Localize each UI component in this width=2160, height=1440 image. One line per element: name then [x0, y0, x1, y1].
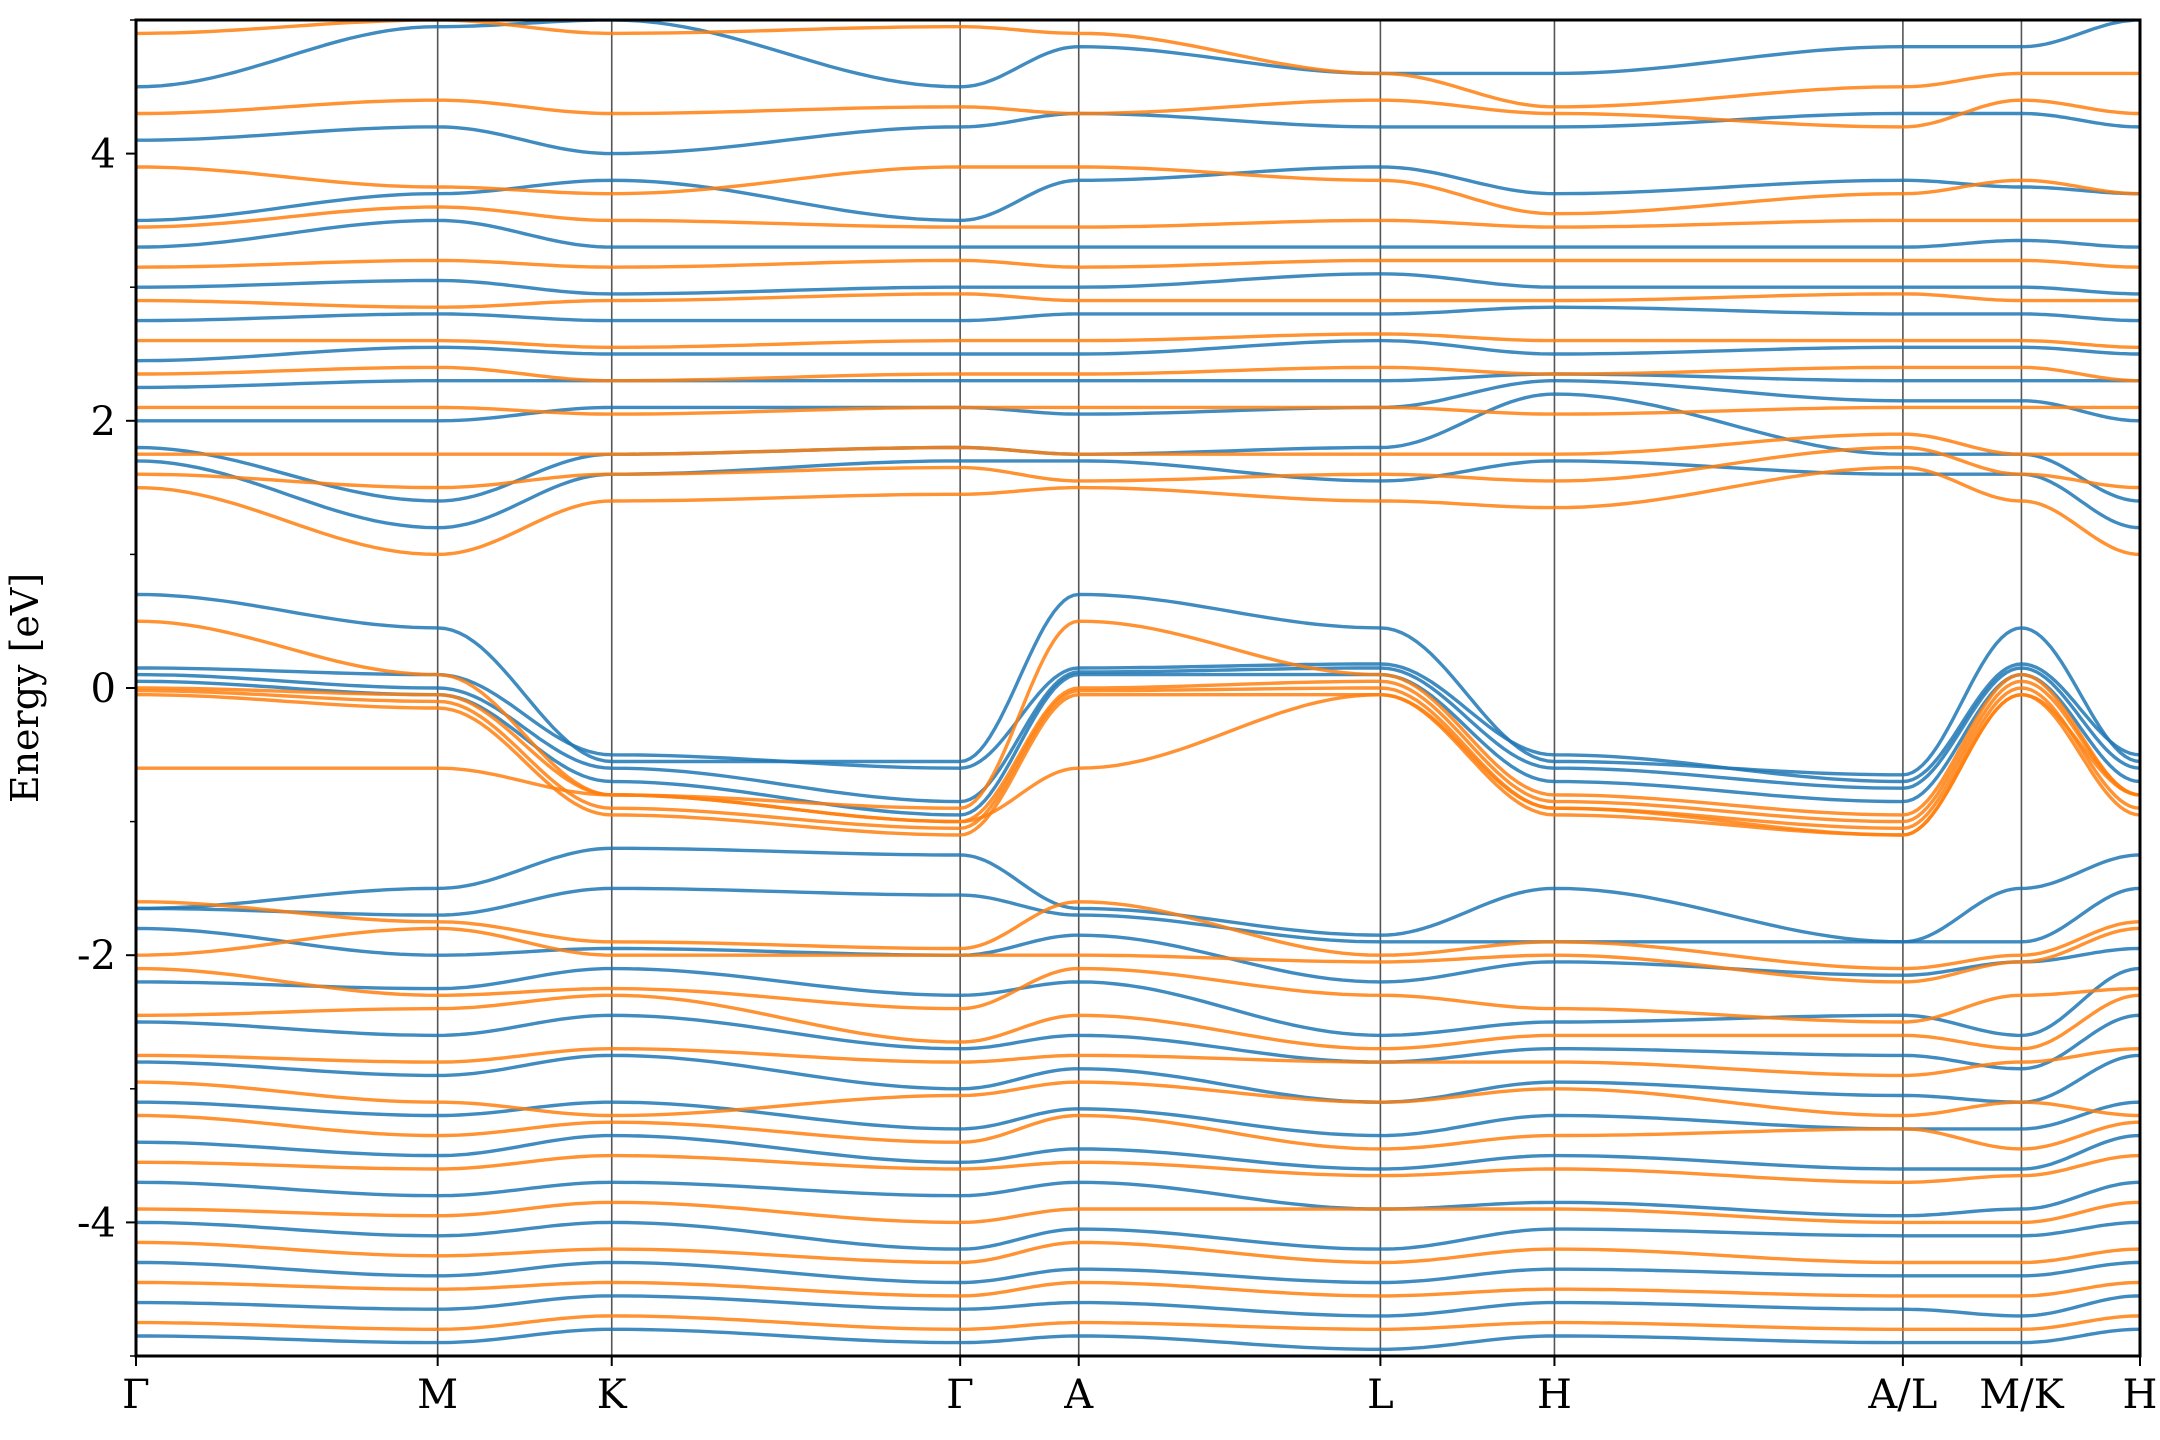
band-a-line-12	[136, 1180, 2140, 1218]
band-a-line-17	[136, 459, 2140, 530]
band-b-line-25	[136, 205, 2140, 229]
band-b-line-0	[136, 619, 2140, 817]
band-a-line-3	[136, 672, 2140, 817]
band-a-line-2	[136, 666, 2140, 804]
band-a-line-23	[136, 272, 2140, 296]
band-a-line-19	[136, 379, 2140, 423]
x-tick-label: K	[597, 1372, 628, 1418]
band-a-line-16	[136, 1327, 2140, 1351]
band-b-line-15	[136, 1280, 2140, 1298]
band-b-line-28	[136, 20, 2140, 109]
band-b-line-23	[136, 292, 2140, 309]
band-a-line-9	[136, 1053, 2140, 1104]
band-a-line-13	[136, 1220, 2140, 1251]
band-a-line-8	[136, 1013, 2140, 1071]
band-a-line-7	[136, 966, 2140, 1038]
x-axis: Γ M K Γ A L H A/L M/K H	[122, 1356, 2157, 1418]
band-b-line-5	[136, 900, 2140, 971]
band-b-line-24	[136, 258, 2140, 269]
y-tick-label: 2	[91, 399, 116, 445]
band-a-line-20	[136, 372, 2140, 390]
y-tick-label: -2	[77, 933, 116, 979]
band-a-line-15	[136, 1294, 2140, 1318]
x-tick-label: Γ	[122, 1372, 150, 1418]
band-a-line-24	[136, 218, 2140, 249]
band-a-line-11	[136, 1133, 2140, 1171]
y-axis: -4 -2 0 2 4	[77, 19, 136, 1357]
band-b-line-20	[136, 405, 2140, 416]
x-tick-label: A/L	[1867, 1372, 1937, 1418]
x-tick-label: H	[2123, 1372, 2158, 1418]
x-tick-label: L	[1367, 1372, 1394, 1418]
band-b-line-27	[136, 98, 2140, 129]
x-tick-label: M/K	[1979, 1372, 2064, 1418]
band-b-line-14	[136, 1240, 2140, 1265]
band-a-line-21	[136, 338, 2140, 363]
band-b-line-16	[136, 1314, 2140, 1331]
band-b-line-7	[136, 966, 2140, 1024]
band-b-line-11	[136, 1113, 2140, 1151]
band-a-line-0	[136, 592, 2140, 777]
y-axis-label: Energy [eV]	[3, 573, 47, 803]
x-tick-label: A	[1063, 1372, 1094, 1418]
band-a-line-22	[136, 305, 2140, 323]
y-tick-label: 4	[91, 132, 116, 178]
band-b-line-10	[136, 1080, 2140, 1118]
x-tick-label: Γ	[946, 1372, 974, 1418]
x-tick-label: H	[1537, 1372, 1572, 1418]
y-tick-label: -4	[77, 1200, 116, 1246]
band-lines	[136, 20, 2140, 1351]
band-b-line-13	[136, 1200, 2140, 1225]
band-a-line-1	[136, 662, 2140, 784]
band-b-line-21	[136, 365, 2140, 383]
band-b-line-6	[136, 926, 2140, 984]
y-tick-label: 0	[91, 666, 116, 712]
x-tick-label: M	[417, 1372, 458, 1418]
band-a-line-14	[136, 1260, 2140, 1285]
band-b-line-2	[136, 686, 2140, 830]
band-b-line-9	[136, 1047, 2140, 1078]
band-b-line-17	[136, 465, 2140, 557]
band-b-line-22	[136, 332, 2140, 349]
band-b-line-12	[136, 1153, 2140, 1184]
band-b-line-1	[136, 679, 2140, 824]
band-a-line-27	[136, 20, 2140, 89]
band-b-line-4	[136, 693, 2140, 837]
band-b-line-19	[136, 432, 2140, 456]
band-b-line-18	[136, 445, 2140, 490]
band-b-line-26	[136, 165, 2140, 216]
band-b-line-8	[136, 993, 2140, 1051]
band-a-line-18	[136, 392, 2140, 503]
band-a-line-4	[136, 846, 2140, 944]
